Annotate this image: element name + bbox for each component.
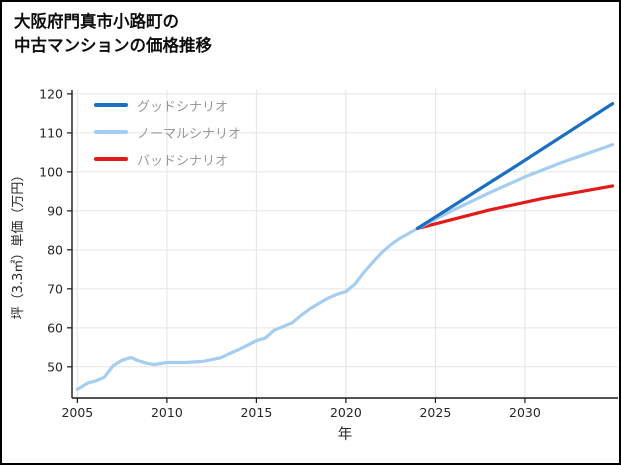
legend-label-bad-scenario: バッドシナリオ (137, 153, 229, 169)
y-tick-label-110: 110 (39, 125, 63, 140)
legend-label-normal-scenario: ノーマルシナリオ (137, 126, 242, 142)
x-tick-label-2015: 2015 (240, 405, 272, 420)
legend-swatch-bad-scenario (94, 157, 128, 161)
x-tick-label-2005: 2005 (61, 405, 93, 420)
y-tick-label-60: 60 (47, 320, 63, 335)
series-normal-scenario (415, 143, 615, 230)
y-tick-label-100: 100 (39, 164, 63, 179)
x-axis-title: 年 (338, 426, 353, 443)
legend-item-bad-scenario: バッドシナリオ (94, 150, 241, 169)
x-tick-label-2025: 2025 (419, 405, 451, 420)
legend-item-normal-scenario: ノーマルシナリオ (94, 123, 242, 142)
series-good-scenario (415, 101, 615, 230)
chart-title: 大阪府門真市小路町の 中古マンションの価格推移 (14, 10, 212, 58)
legend-swatch-normal-scenario (94, 130, 128, 134)
y-tick-label-70: 70 (47, 281, 63, 296)
chart-title-line2: 中古マンションの価格推移 (14, 36, 212, 55)
legend: グッドシナリオ ノーマルシナリオ バッドシナリオ (94, 96, 241, 177)
y-axis-title: 坪（3.3㎡）単価（万円） (10, 169, 26, 320)
x-tick-label-2020: 2020 (330, 405, 362, 420)
chart-title-line1: 大阪府門真市小路町の (14, 12, 179, 31)
y-tick-label-120: 120 (39, 86, 63, 101)
x-tick-label-2030: 2030 (509, 405, 541, 420)
y-tick-label-50: 50 (47, 359, 63, 374)
legend-label-good-scenario: グッドシナリオ (137, 99, 229, 115)
series-bad-scenario (415, 184, 615, 230)
y-tick-label-90: 90 (47, 203, 63, 218)
series-historical (75, 226, 420, 391)
legend-swatch-good-scenario (94, 103, 128, 107)
x-tick-label-2010: 2010 (151, 405, 183, 420)
y-tick-label-80: 80 (47, 242, 63, 257)
legend-item-good-scenario: グッドシナリオ (94, 96, 241, 115)
